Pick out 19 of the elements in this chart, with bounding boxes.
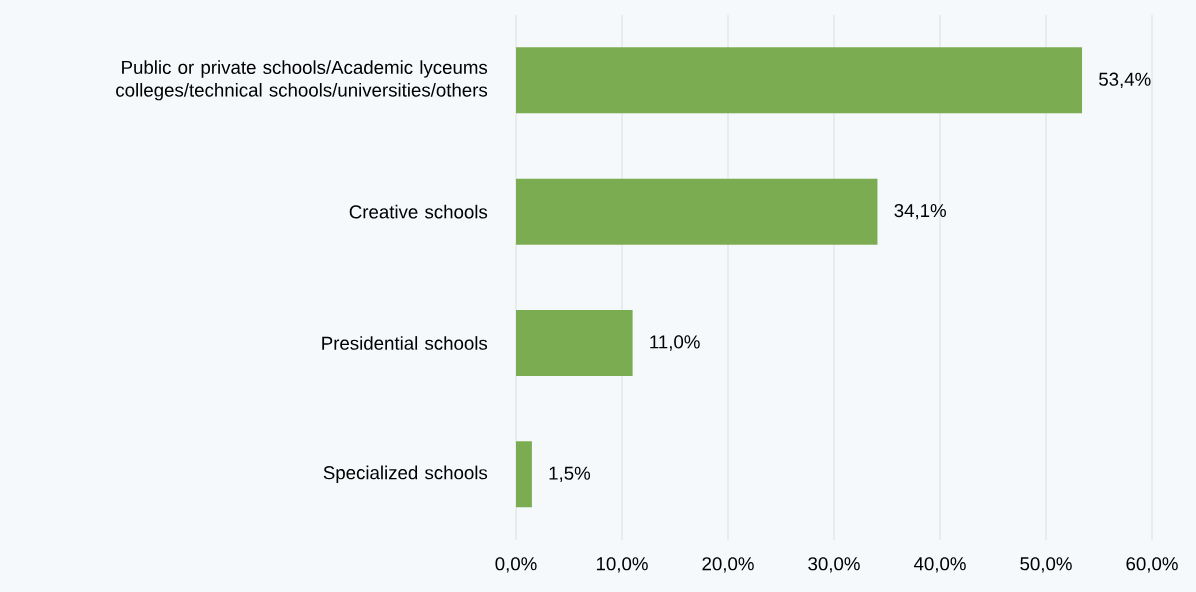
x-tick-label: 30,0% — [808, 557, 860, 573]
x-tick-label: 0,0% — [495, 557, 537, 573]
bar — [516, 47, 1083, 114]
bar — [516, 441, 532, 508]
y-tick-label: Public or private schools/Academic lyceums colleges/technical schools/universities/others — [116, 60, 488, 101]
bar — [516, 310, 633, 376]
y-tick-label: Presidential schools — [322, 336, 488, 350]
data-label: 11,0% — [650, 335, 700, 351]
data-label: 53,4% — [1099, 72, 1151, 89]
x-tick-label: 10,0% — [596, 557, 648, 573]
bar — [516, 178, 878, 245]
data-label: 34,1% — [894, 203, 946, 220]
data-label: 1,5% — [549, 466, 591, 482]
y-tick-label: Creative schools — [349, 204, 488, 219]
x-tick-label: 50,0% — [1020, 557, 1072, 573]
y-tick-label: Specialized schools — [323, 465, 488, 484]
x-tick-label: 20,0% — [702, 557, 754, 573]
x-tick-label: 40,0% — [913, 557, 966, 573]
x-tick-label: 60,0% — [1126, 557, 1178, 573]
